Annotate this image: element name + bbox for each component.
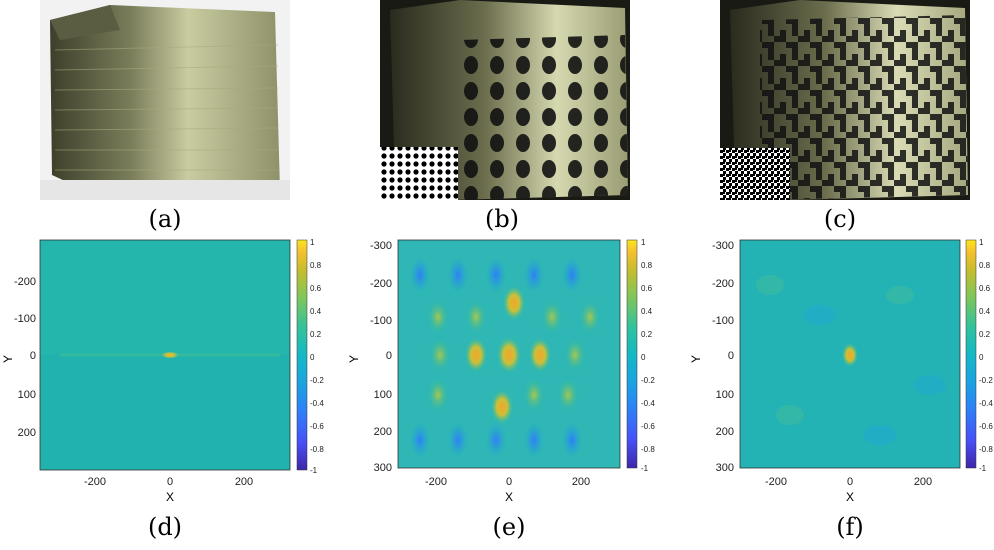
plot-d xyxy=(39,239,308,471)
plot-e-lattice xyxy=(410,257,600,458)
cbar-tick: 0.4 xyxy=(641,307,653,316)
cbar-tick: -1 xyxy=(310,466,318,475)
plot-f xyxy=(739,239,977,469)
cbar-tick: 0.6 xyxy=(641,284,653,293)
cbar-tick: 0 xyxy=(979,353,984,362)
photo-b-panel xyxy=(380,0,630,200)
cbar-tick: -0.2 xyxy=(310,376,324,385)
cbar-tick: -0.8 xyxy=(310,445,324,454)
plot-f-ytick: 100 xyxy=(716,389,734,401)
cbar-tick: -0.8 xyxy=(641,445,655,454)
caption-e: (e) xyxy=(492,513,526,541)
cbar-tick: 0.2 xyxy=(641,330,653,339)
plot-f-ylabel: Y xyxy=(689,355,703,363)
plot-e-ylabel: Y xyxy=(347,355,361,363)
plot-d-ytick: 0 xyxy=(30,350,36,362)
plot-e-ytick: -200 xyxy=(370,278,392,290)
cbar-tick: 0.2 xyxy=(310,330,322,339)
plot-f-xtick: 200 xyxy=(914,476,932,488)
cbar-tick: 1 xyxy=(310,238,315,247)
cbar-tick: -0.2 xyxy=(979,376,993,385)
plot-e-colorbar-ticks: 1 0.8 0.6 0.4 0.2 0 -0.2 -0.4 -0.6 -0.8 … xyxy=(641,238,655,473)
plot-f-xlabel: X xyxy=(846,490,854,504)
plot-d-xtick: -200 xyxy=(84,476,106,488)
plot-d-ytick: -200 xyxy=(14,276,36,288)
plot-d-xtick: 200 xyxy=(235,476,253,488)
cbar-tick: 0.2 xyxy=(979,330,991,339)
cbar-tick: -0.4 xyxy=(979,399,993,408)
cbar-tick: 0.6 xyxy=(979,284,991,293)
plot-e-ytick: 0 xyxy=(386,350,392,362)
plot-e-xtick: 200 xyxy=(572,476,590,488)
cbar-tick: -0.8 xyxy=(979,445,993,454)
photo-b-cube-dot-pattern xyxy=(380,0,630,200)
plot-e-ytick: -100 xyxy=(370,315,392,327)
plot-f-xticks: -200 0 200 xyxy=(765,476,932,488)
cbar-tick: 1 xyxy=(979,238,984,247)
cbar-tick: 0 xyxy=(641,353,646,362)
plot-f-texture xyxy=(756,275,946,445)
cbar-tick: 0 xyxy=(310,353,315,362)
caption-d: (d) xyxy=(147,513,183,541)
plot-f-ytick: -100 xyxy=(712,315,734,327)
plot-e-yticks: -300 -200 -100 0 100 200 300 xyxy=(370,240,392,474)
cbar-tick: -0.6 xyxy=(641,422,655,431)
plot-e-ytick: -300 xyxy=(370,240,392,252)
cbar-tick: -1 xyxy=(641,464,649,473)
photo-c-cube-random-pattern xyxy=(720,0,970,200)
cbar-tick: -0.6 xyxy=(979,422,993,431)
cbar-tick: 0.6 xyxy=(310,284,322,293)
caption-c: (c) xyxy=(823,205,857,233)
cbar-tick: 0.4 xyxy=(979,307,991,316)
plot-e-xlabel: X xyxy=(505,490,513,504)
plot-d-xtick: 0 xyxy=(167,476,173,488)
plot-d-colorbar-ticks: 1 0.8 0.6 0.4 0.2 0 -0.2 -0.4 -0.6 -0.8 … xyxy=(310,238,324,475)
plot-f-ytick: 300 xyxy=(716,462,734,474)
cbar-tick: 0.8 xyxy=(310,261,322,270)
plot-d-ytick: 200 xyxy=(18,427,36,439)
cbar-tick: -0.2 xyxy=(641,376,655,385)
plot-f-ytick: -200 xyxy=(712,278,734,290)
plot-f-ytick: 0 xyxy=(728,350,734,362)
photo-a-cube-plain xyxy=(40,0,290,200)
photo-a-panel xyxy=(40,0,290,200)
plot-e-ytick: 300 xyxy=(374,462,392,474)
plot-f-colorbar-ticks: 1 0.8 0.6 0.4 0.2 0 -0.2 -0.4 -0.6 -0.8 … xyxy=(979,238,993,473)
plot-f-xtick: 0 xyxy=(847,476,853,488)
plot-d-xticks: -200 0 200 xyxy=(84,476,253,488)
cbar-tick: -0.4 xyxy=(641,399,655,408)
plot-d-ytick: 100 xyxy=(18,389,36,401)
plot-f-ytick: 200 xyxy=(716,426,734,438)
cbar-tick: -0.6 xyxy=(310,422,324,431)
plot-d-yticks: -200 -100 0 100 200 xyxy=(14,276,36,439)
caption-f: (f) xyxy=(836,513,864,541)
cbar-tick: 1 xyxy=(641,238,646,247)
cbar-tick: 0.8 xyxy=(979,261,991,270)
correlation-maps: -200 -100 0 100 200 -200 0 200 X Y 1 0.8… xyxy=(1,238,993,504)
plot-e-xtick: -200 xyxy=(425,476,447,488)
cbar-tick: -1 xyxy=(979,464,987,473)
plot-f-yticks: -300 -200 -100 0 100 200 300 xyxy=(712,240,734,474)
plot-f-ytick: -300 xyxy=(712,240,734,252)
cbar-tick: 0.4 xyxy=(310,307,322,316)
cbar-tick: -0.4 xyxy=(310,399,324,408)
plot-d-ytick: -100 xyxy=(14,313,36,325)
photo-c-panel xyxy=(720,0,970,200)
plot-e xyxy=(397,239,638,469)
caption-b: (b) xyxy=(484,205,520,233)
plot-e-xtick: 0 xyxy=(506,476,512,488)
plot-d-xlabel: X xyxy=(166,490,174,504)
cbar-tick: 0.8 xyxy=(641,261,653,270)
plot-e-xticks: -200 0 200 xyxy=(425,476,590,488)
plot-d-ylabel: Y xyxy=(1,355,15,363)
plot-f-xtick: -200 xyxy=(765,476,787,488)
plot-e-ytick: 200 xyxy=(374,426,392,438)
plot-e-ytick: 100 xyxy=(374,389,392,401)
caption-a: (a) xyxy=(148,205,182,233)
